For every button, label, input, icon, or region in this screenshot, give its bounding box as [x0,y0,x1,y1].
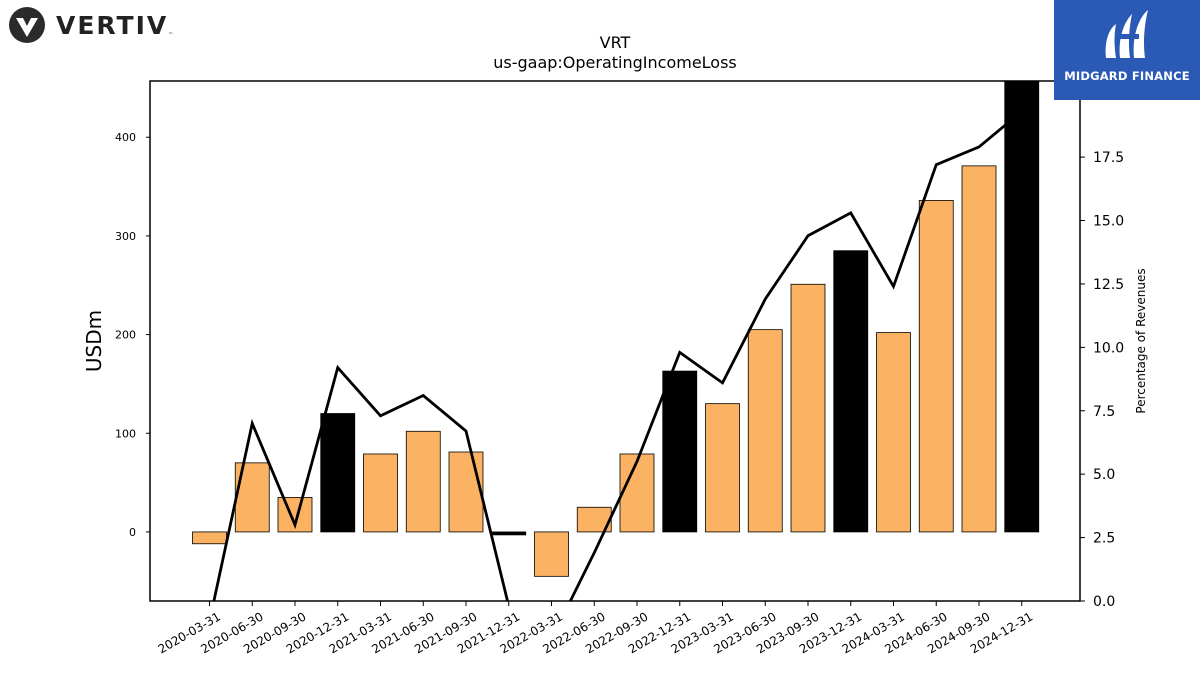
y2-tick-label: 10.0 [1093,340,1124,356]
bar [491,531,527,536]
y2-tick-label: 5.0 [1093,467,1115,483]
y2-tick-label: 15.0 [1093,214,1124,230]
bar [405,430,441,533]
bar [918,199,954,533]
y2-tick-label: 2.5 [1093,531,1115,547]
vertiv-mark-icon [9,7,45,43]
vertiv-trademark: ™ [168,32,174,38]
y-tick-label: 200 [115,329,136,342]
y2-tick-label: 7.5 [1093,404,1115,420]
bar [534,531,569,577]
bar [619,453,655,533]
vertiv-logo: VERTIV ™ [8,6,173,44]
bar [833,250,869,533]
bar [961,165,997,533]
midgard-wordmark: MIDGARD FINANCE [1064,69,1190,83]
bar [876,332,911,533]
y-tick-label: 100 [115,427,136,440]
bar [662,370,698,533]
chart-subtitle: us-gaap:OperatingIncomeLoss [493,53,737,72]
y-axis-label: USDm [82,310,106,372]
y-tick-label: 400 [115,131,136,144]
plot-area: 0 100 200 300 400 0.0 2.5 5.0 7.5 10.0 12.5 15.0 17.… [115,80,1124,656]
y2-tick-label: 12.5 [1093,277,1124,293]
vertiv-wordmark: VERTIV [56,10,169,40]
plot-frame [149,80,1081,602]
bar [363,453,398,533]
bar [448,451,484,533]
midgard-mark-icon [1105,10,1148,58]
percent-line [212,110,1023,601]
bar [1004,81,1040,533]
y-tick-label: 0 [129,526,136,539]
plot-clipped-group [192,81,1040,601]
midgard-finance-logo: MIDGARD FINANCE [1054,0,1200,100]
y2-tick-label: 0.0 [1093,594,1115,610]
chart-title: VRT [600,33,631,52]
y2-axis-label: Percentage of Revenues [1134,268,1148,413]
bar [320,413,356,533]
bar [705,403,740,533]
y2-tick-label: 17.5 [1093,150,1124,166]
bar [747,329,783,533]
y-tick-label: 300 [115,230,136,243]
bar [192,531,227,545]
bar [790,283,826,533]
